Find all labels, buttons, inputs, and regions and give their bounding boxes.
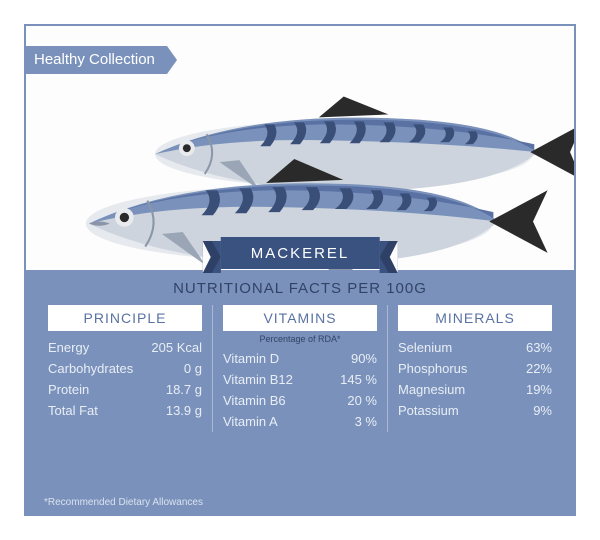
banner-right-icon: [379, 241, 397, 273]
header-ribbon: Healthy Collection: [24, 46, 177, 74]
table-row: Vitamin B12 145 %: [223, 369, 377, 390]
nutrition-panel: NUTRITIONAL FACTS PER 100G PRINCIPLE Ene…: [26, 270, 574, 514]
column-principle: PRINCIPLE Energy 205 Kcal Carbohydrates 0 …: [38, 305, 212, 432]
table-row: Phosphorus 22%: [398, 358, 552, 379]
row-value: 22%: [526, 361, 552, 376]
table-row: Vitamin B6 20 %: [223, 390, 377, 411]
row-label: Protein: [48, 382, 89, 397]
column-subheader: Percentage of RDA*: [223, 334, 377, 344]
footnote: *Recommended Dietary Allowances: [44, 497, 203, 508]
row-value: 18.7 g: [166, 382, 202, 397]
banner-left-icon: [203, 241, 221, 273]
row-value: 145 %: [340, 372, 377, 387]
food-name: MACKEREL: [221, 237, 380, 269]
row-value: 9%: [533, 403, 552, 418]
table-row: Potassium 9%: [398, 400, 552, 421]
subtitle: NUTRITIONAL FACTS PER 100G: [26, 280, 574, 297]
row-label: Vitamin B6: [223, 393, 286, 408]
column-minerals: MINERALS Selenium 63% Phosphorus 22% Magne…: [387, 305, 562, 432]
row-value: 3 %: [355, 414, 377, 429]
row-label: Vitamin B12: [223, 372, 293, 387]
row-value: 13.9 g: [166, 403, 202, 418]
table-row: Vitamin A 3 %: [223, 411, 377, 432]
ribbon-tail-icon: [167, 46, 177, 74]
row-value: 19%: [526, 382, 552, 397]
table-row: Carbohydrates 0 g: [48, 358, 202, 379]
infographic-frame: Healthy Collection: [24, 24, 576, 516]
table-row: Total Fat 13.9 g: [48, 400, 202, 421]
row-value: 0 g: [184, 361, 202, 376]
table-row: Vitamin D 90%: [223, 348, 377, 369]
row-label: Selenium: [398, 340, 452, 355]
row-label: Phosphorus: [398, 361, 467, 376]
column-header-vitamins: VITAMINS: [223, 305, 377, 331]
column-vitamins: VITAMINS Percentage of RDA* Vitamin D 90%…: [212, 305, 387, 432]
row-value: 63%: [526, 340, 552, 355]
row-label: Magnesium: [398, 382, 465, 397]
table-row: Protein 18.7 g: [48, 379, 202, 400]
row-label: Energy: [48, 340, 89, 355]
column-header-minerals: MINERALS: [398, 305, 552, 331]
table-row: Energy 205 Kcal: [48, 337, 202, 358]
row-label: Total Fat: [48, 403, 98, 418]
columns-container: PRINCIPLE Energy 205 Kcal Carbohydrates 0 …: [26, 305, 574, 432]
table-row: Selenium 63%: [398, 337, 552, 358]
row-label: Potassium: [398, 403, 459, 418]
table-row: Magnesium 19%: [398, 379, 552, 400]
row-label: Carbohydrates: [48, 361, 133, 376]
column-header-principle: PRINCIPLE: [48, 305, 202, 331]
row-value: 20 %: [347, 393, 377, 408]
food-name-banner: MACKEREL: [203, 241, 398, 273]
row-label: Vitamin D: [223, 351, 279, 366]
row-label: Vitamin A: [223, 414, 278, 429]
row-value: 90%: [351, 351, 377, 366]
header-title: Healthy Collection: [24, 46, 167, 74]
row-value: 205 Kcal: [151, 340, 202, 355]
